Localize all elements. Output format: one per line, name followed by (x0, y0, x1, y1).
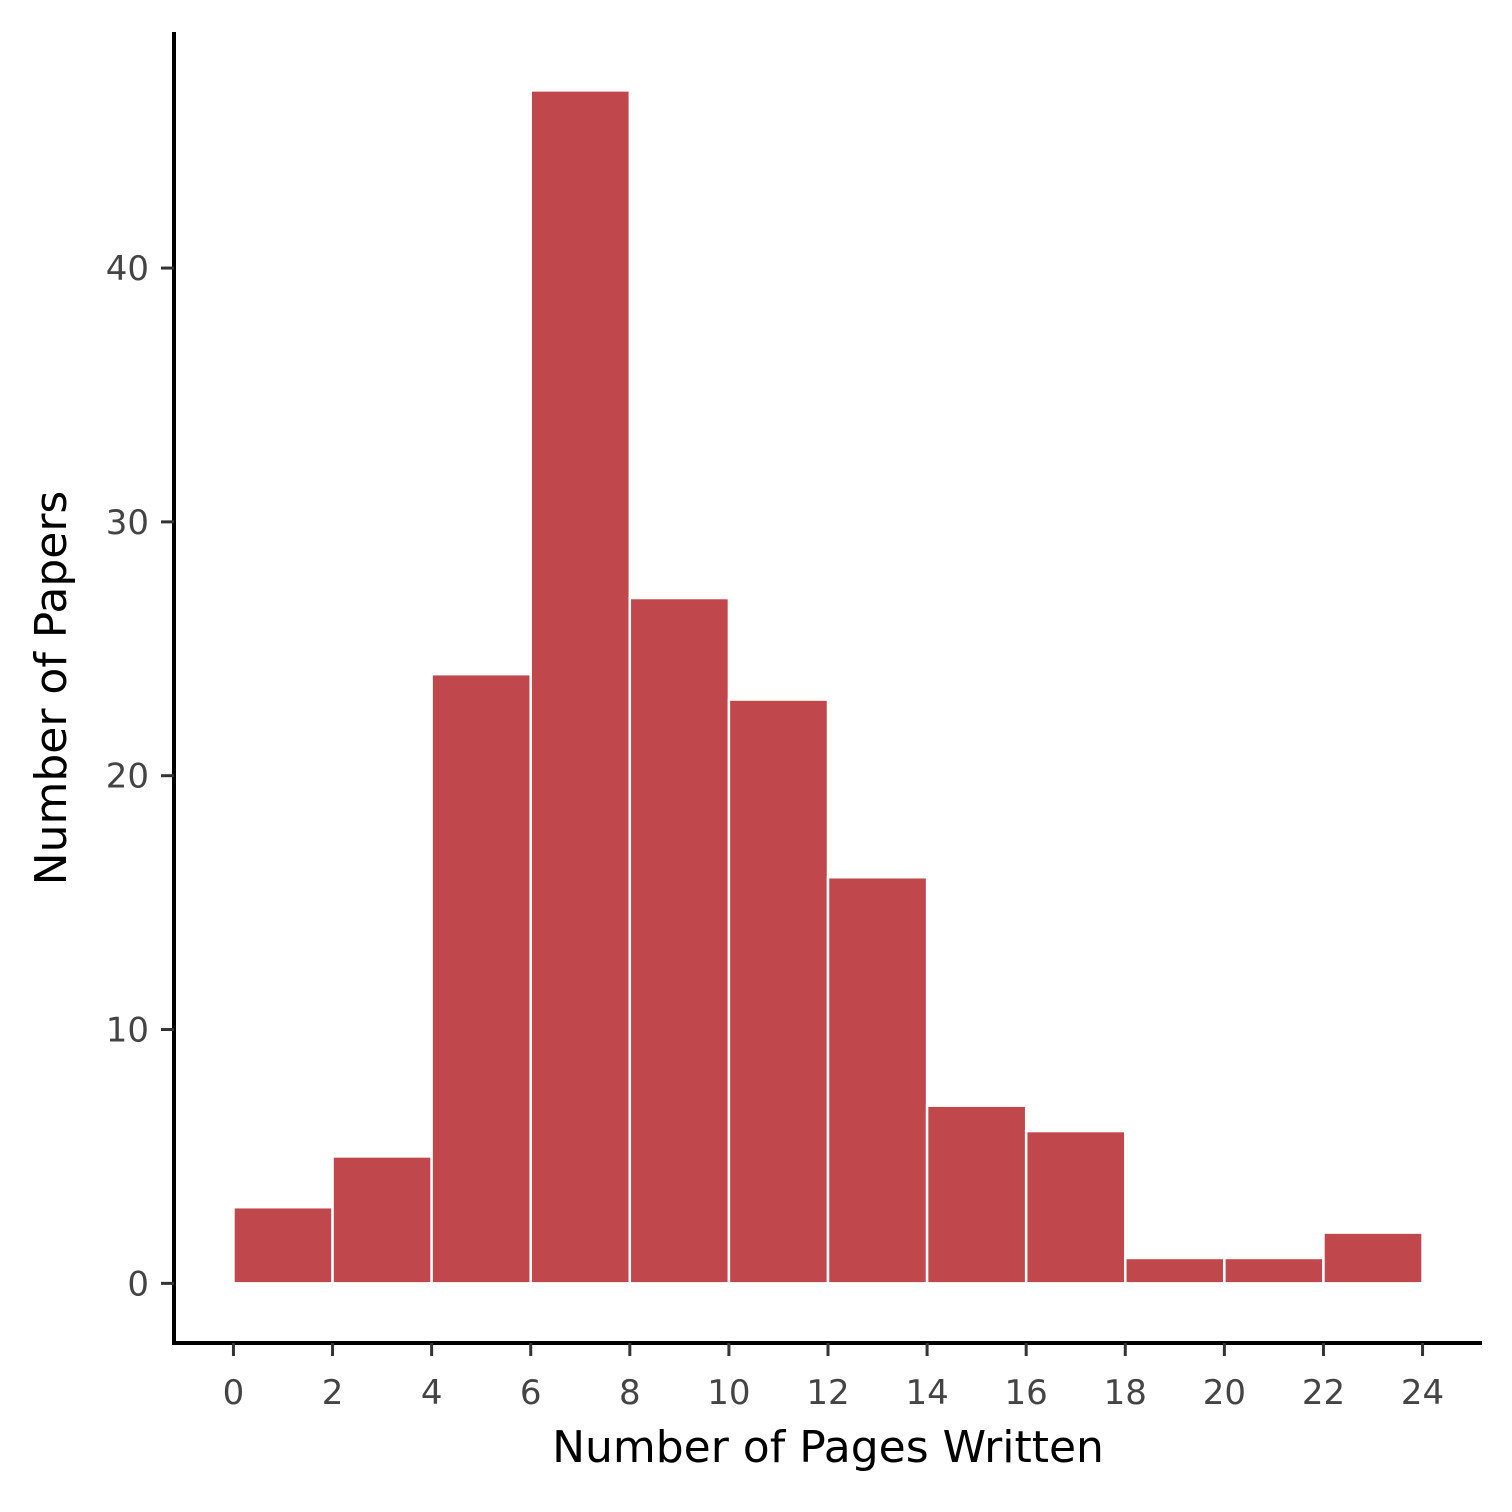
y-tick-label: 0 (127, 1264, 149, 1304)
x-tick-label: 0 (223, 1373, 245, 1413)
x-tick-label: 22 (1302, 1373, 1345, 1413)
histogram-bar-1 (331, 1155, 433, 1285)
x-tick-label: 12 (806, 1373, 849, 1413)
histogram-bar-5 (727, 698, 830, 1285)
x-tick-label: 2 (322, 1373, 344, 1413)
x-tick-label: 20 (1203, 1373, 1246, 1413)
y-ticks-group: 0 10 20 30 40 (106, 249, 174, 1304)
y-tick-label: 30 (106, 503, 149, 543)
x-tick-label: 16 (1005, 1373, 1048, 1413)
histogram-bar-8 (1024, 1129, 1127, 1285)
x-ticks-group: 0 2 4 6 8 10 12 14 16 18 20 22 24 (223, 1343, 1444, 1413)
y-axis-title: Number of Papers (26, 491, 77, 886)
histogram-bar-4 (628, 596, 731, 1285)
y-tick-label: 10 (106, 1011, 149, 1051)
y-tick-label: 40 (106, 249, 149, 289)
histogram-bar-9 (1124, 1256, 1226, 1285)
bars-group (232, 89, 1424, 1285)
x-tick-label: 10 (707, 1373, 750, 1413)
x-tick-label: 6 (520, 1373, 542, 1413)
x-tick-label: 8 (619, 1373, 641, 1413)
x-tick-label: 18 (1104, 1373, 1147, 1413)
x-axis-title: Number of Pages Written (552, 1422, 1104, 1473)
histogram-bar-2 (430, 672, 532, 1285)
histogram-bar-10 (1223, 1256, 1325, 1285)
x-tick-label: 24 (1401, 1373, 1444, 1413)
histogram-bar-6 (826, 875, 929, 1285)
histogram-bar-7 (925, 1104, 1028, 1285)
x-tick-label: 4 (421, 1373, 443, 1413)
histogram-bar-11 (1322, 1231, 1424, 1285)
histogram-bar-3 (529, 89, 632, 1285)
histogram-bar-0 (232, 1205, 334, 1285)
y-tick-label: 20 (106, 757, 149, 797)
x-tick-label: 14 (905, 1373, 948, 1413)
